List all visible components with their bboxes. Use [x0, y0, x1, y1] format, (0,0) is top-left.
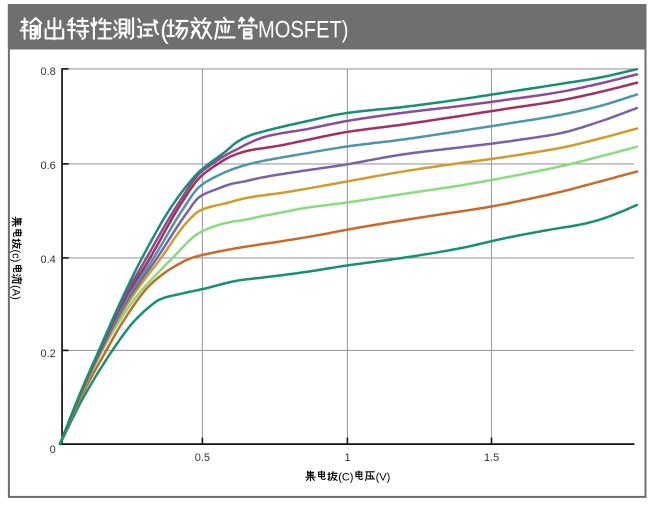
svg-text:(V): (V): [376, 471, 391, 483]
svg-text:1.5: 1.5: [484, 452, 499, 464]
svg-text:(A): (A): [9, 285, 21, 300]
svg-text:(c): (c): [9, 250, 21, 263]
svg-text:0.8: 0.8: [41, 66, 56, 78]
svg-text:(: (: [160, 17, 169, 45]
svg-text:1: 1: [344, 452, 350, 464]
svg-text:0.2: 0.2: [41, 348, 56, 360]
svg-text:MOSFET): MOSFET): [258, 17, 349, 44]
svg-text:0: 0: [50, 444, 56, 456]
svg-text:0.6: 0.6: [41, 160, 56, 172]
svg-text:0.5: 0.5: [195, 452, 210, 464]
svg-text:(C): (C): [338, 471, 353, 483]
svg-text:0.4: 0.4: [41, 254, 56, 266]
